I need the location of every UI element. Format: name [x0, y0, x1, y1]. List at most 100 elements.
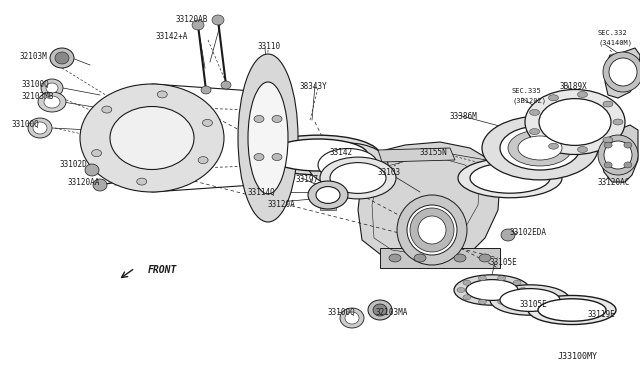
- Ellipse shape: [46, 83, 58, 93]
- Polygon shape: [600, 125, 638, 182]
- Ellipse shape: [457, 288, 465, 292]
- Text: (3B120Z): (3B120Z): [512, 98, 546, 105]
- Ellipse shape: [497, 276, 506, 281]
- Ellipse shape: [548, 143, 559, 149]
- Ellipse shape: [198, 157, 208, 164]
- Ellipse shape: [418, 216, 446, 244]
- Text: 33100Q: 33100Q: [12, 120, 40, 129]
- Ellipse shape: [238, 54, 298, 222]
- Ellipse shape: [479, 276, 486, 281]
- Ellipse shape: [44, 96, 60, 108]
- Text: 32103MB: 32103MB: [22, 92, 54, 101]
- Text: (34140M): (34140M): [598, 40, 632, 46]
- Text: 33142+A: 33142+A: [155, 32, 188, 41]
- Ellipse shape: [604, 141, 632, 169]
- Ellipse shape: [528, 295, 616, 324]
- Ellipse shape: [410, 208, 454, 252]
- Ellipse shape: [248, 82, 288, 194]
- Ellipse shape: [192, 20, 204, 30]
- Ellipse shape: [272, 115, 282, 122]
- Text: 33120AC: 33120AC: [598, 178, 630, 187]
- Ellipse shape: [490, 285, 570, 315]
- Text: 33119E: 33119E: [588, 310, 616, 319]
- Ellipse shape: [414, 254, 426, 262]
- Ellipse shape: [609, 58, 637, 86]
- Ellipse shape: [85, 164, 99, 176]
- Ellipse shape: [598, 135, 638, 175]
- Ellipse shape: [513, 295, 521, 300]
- Text: 32103MA: 32103MA: [375, 308, 408, 317]
- Ellipse shape: [407, 205, 457, 255]
- Ellipse shape: [308, 143, 388, 187]
- Text: 33100Q: 33100Q: [328, 308, 356, 317]
- Ellipse shape: [529, 109, 540, 115]
- Ellipse shape: [577, 92, 588, 97]
- Ellipse shape: [92, 150, 102, 157]
- Ellipse shape: [80, 84, 224, 192]
- Ellipse shape: [500, 289, 560, 311]
- Ellipse shape: [212, 15, 224, 25]
- Text: 38343Y: 38343Y: [300, 82, 328, 91]
- Ellipse shape: [308, 181, 348, 209]
- Ellipse shape: [28, 118, 52, 138]
- Text: 3B189X: 3B189X: [560, 82, 588, 91]
- Text: 33197: 33197: [295, 175, 318, 184]
- Ellipse shape: [221, 81, 231, 89]
- Ellipse shape: [603, 137, 613, 143]
- Ellipse shape: [624, 162, 632, 168]
- Text: 33120A: 33120A: [268, 200, 296, 209]
- Ellipse shape: [482, 116, 598, 180]
- Ellipse shape: [508, 130, 572, 166]
- Ellipse shape: [603, 101, 613, 107]
- Text: 33102EDA: 33102EDA: [510, 228, 547, 237]
- Polygon shape: [605, 48, 640, 98]
- Ellipse shape: [254, 154, 264, 161]
- Text: 33105E: 33105E: [520, 300, 548, 309]
- Ellipse shape: [55, 52, 69, 64]
- Text: 33102D: 33102D: [60, 160, 88, 169]
- Ellipse shape: [368, 300, 392, 320]
- Ellipse shape: [518, 136, 562, 160]
- Ellipse shape: [157, 91, 167, 98]
- Text: 33120AB: 33120AB: [175, 15, 207, 24]
- Ellipse shape: [41, 79, 63, 97]
- Text: 33100Q: 33100Q: [22, 80, 50, 89]
- Ellipse shape: [529, 129, 540, 135]
- Ellipse shape: [463, 280, 471, 285]
- Ellipse shape: [389, 254, 401, 262]
- Text: 33155N: 33155N: [420, 148, 448, 157]
- Ellipse shape: [254, 115, 264, 122]
- Ellipse shape: [500, 126, 580, 170]
- Ellipse shape: [577, 147, 588, 153]
- Ellipse shape: [463, 295, 471, 300]
- Text: 33105E: 33105E: [490, 258, 518, 267]
- Ellipse shape: [479, 299, 486, 304]
- Ellipse shape: [604, 162, 612, 168]
- Ellipse shape: [316, 187, 340, 203]
- Text: 33386M: 33386M: [450, 112, 477, 121]
- Ellipse shape: [479, 254, 491, 262]
- Text: FRONT: FRONT: [148, 265, 177, 275]
- Ellipse shape: [340, 308, 364, 328]
- Ellipse shape: [345, 312, 359, 324]
- Ellipse shape: [539, 99, 611, 145]
- Text: 32103M: 32103M: [20, 52, 48, 61]
- Ellipse shape: [373, 304, 387, 316]
- Ellipse shape: [33, 122, 47, 134]
- Ellipse shape: [202, 119, 212, 126]
- Ellipse shape: [256, 135, 380, 175]
- Ellipse shape: [397, 195, 467, 265]
- Ellipse shape: [497, 299, 506, 304]
- Ellipse shape: [513, 280, 521, 285]
- Ellipse shape: [102, 106, 112, 113]
- Polygon shape: [358, 142, 500, 268]
- Text: SEC.332: SEC.332: [598, 30, 628, 36]
- Polygon shape: [378, 148, 455, 162]
- Ellipse shape: [272, 154, 282, 161]
- Ellipse shape: [548, 95, 559, 101]
- Ellipse shape: [320, 157, 396, 199]
- Ellipse shape: [137, 178, 147, 185]
- Text: 33120AA: 33120AA: [68, 178, 100, 187]
- Ellipse shape: [458, 158, 562, 198]
- Ellipse shape: [50, 48, 74, 68]
